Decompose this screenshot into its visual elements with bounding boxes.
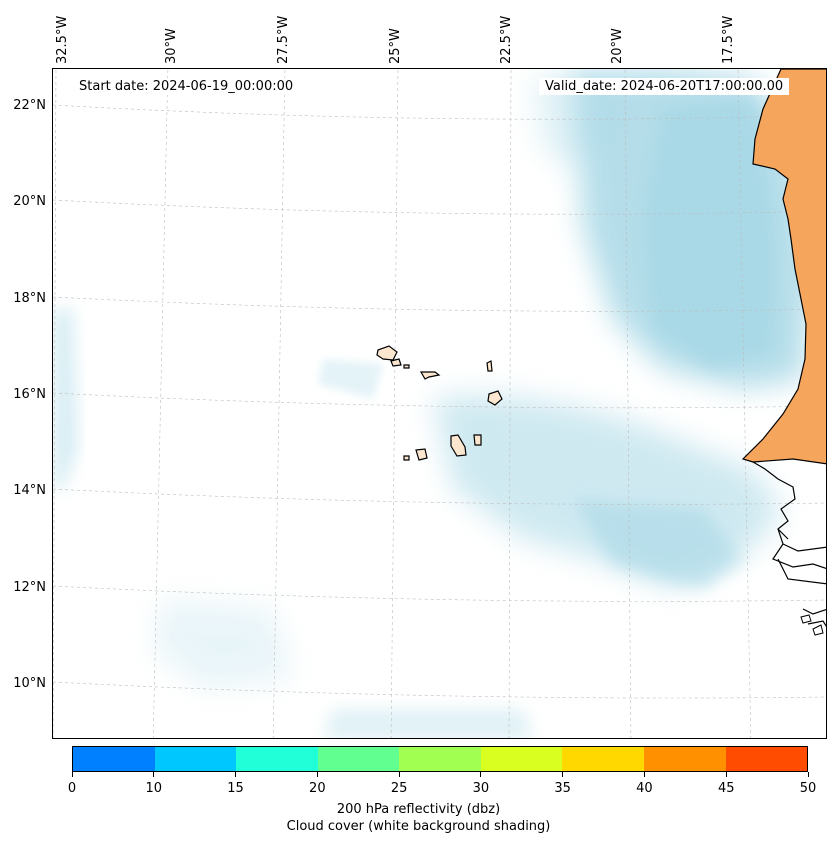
colorbar-tick-label: 40 bbox=[636, 781, 653, 796]
cape-verde-islands bbox=[376, 345, 503, 461]
meridian bbox=[272, 69, 286, 738]
colorbar-tick bbox=[562, 772, 564, 777]
colorbar-tick bbox=[153, 772, 155, 777]
cloud-strip-bottom bbox=[323, 709, 533, 738]
lat-label: 14°N bbox=[13, 483, 46, 498]
meridian bbox=[624, 69, 632, 738]
colorbar-segment bbox=[317, 747, 400, 771]
colorbar-tick bbox=[480, 772, 482, 777]
colorbar-tick-label: 50 bbox=[799, 781, 817, 796]
map-canvas bbox=[53, 69, 826, 738]
parallel bbox=[53, 681, 826, 699]
colorbar-tick bbox=[807, 772, 809, 777]
colorbar-tick bbox=[235, 772, 237, 777]
colorbar-segment bbox=[73, 747, 155, 771]
lat-label: 16°N bbox=[13, 387, 46, 402]
meridian bbox=[390, 69, 399, 738]
lat-label: 12°N bbox=[13, 580, 46, 595]
island-sal bbox=[486, 360, 493, 372]
map-panel bbox=[52, 68, 827, 739]
island-sao-nicolau bbox=[419, 371, 441, 380]
colorbar-tick bbox=[643, 772, 645, 777]
cloud-band-west bbox=[53, 309, 78, 489]
island-boa-vista bbox=[487, 390, 503, 406]
colorbar-tick-label: 45 bbox=[717, 781, 735, 796]
meridian bbox=[508, 69, 512, 738]
lat-label: 10°N bbox=[13, 676, 46, 691]
colorbar-tick-label: 10 bbox=[145, 781, 163, 796]
colorbar-tick bbox=[398, 772, 400, 777]
colorbar-tick-label: 25 bbox=[390, 781, 408, 796]
cloud-cover-shading bbox=[53, 69, 813, 738]
cloud-band-south bbox=[573, 499, 743, 589]
lat-label: 22°N bbox=[13, 98, 46, 113]
colorbar-tick-label: 15 bbox=[227, 781, 244, 796]
valid-date-label: Valid_date: 2024-06-20T17:00:00.00 bbox=[539, 78, 790, 95]
meridian bbox=[737, 69, 752, 738]
colorbar-tick-label: 20 bbox=[309, 781, 326, 796]
cloud-patch-southwest bbox=[153, 599, 293, 689]
lat-label: 20°N bbox=[13, 194, 46, 209]
colorbar-tick bbox=[725, 772, 727, 777]
island-santo-antao bbox=[376, 345, 398, 361]
lon-label: 30°W bbox=[164, 28, 179, 64]
colorbar-segment bbox=[562, 747, 644, 771]
cloud-patch-small bbox=[318, 359, 383, 399]
lat-label: 18°N bbox=[13, 291, 46, 306]
parallel bbox=[53, 585, 826, 602]
colorbar-tick-label: 35 bbox=[554, 781, 571, 796]
colorbar-segment bbox=[643, 747, 726, 771]
island-sao-vicente bbox=[390, 358, 402, 367]
africa-land bbox=[741, 69, 826, 465]
lon-label: 20°W bbox=[610, 28, 625, 64]
colorbar-segment bbox=[480, 747, 563, 771]
cloud-region-northeast-core bbox=[643, 99, 773, 369]
meridian bbox=[53, 69, 57, 738]
bijagos-islands bbox=[800, 614, 824, 636]
colorbar-segment bbox=[154, 747, 237, 771]
island-santiago bbox=[450, 434, 467, 457]
colorbar-segment bbox=[725, 747, 808, 771]
colorbar bbox=[72, 746, 808, 772]
island-brava bbox=[403, 455, 410, 461]
lon-label: 17.5°W bbox=[721, 15, 736, 64]
island-fogo bbox=[415, 448, 428, 461]
colorbar-tick bbox=[71, 772, 73, 777]
colorbar-title: 200 hPa reflectivity (dbz) bbox=[336, 802, 501, 817]
colorbar-subtitle: Cloud cover (white background shading) bbox=[286, 819, 551, 834]
island-santa-luzia bbox=[403, 364, 410, 369]
meridian bbox=[152, 69, 169, 738]
colorbar-tick-label: 0 bbox=[67, 781, 77, 796]
lon-label: 22.5°W bbox=[499, 15, 514, 64]
start-date-label: Start date: 2024-06-19_00:00:00 bbox=[73, 78, 300, 95]
lon-label: 27.5°W bbox=[276, 15, 291, 64]
colorbar-segment bbox=[399, 747, 481, 771]
colorbar-tick bbox=[316, 772, 318, 777]
africa-coastline-south bbox=[752, 461, 826, 627]
colorbar-tick-label: 30 bbox=[472, 781, 490, 796]
lon-label: 32.5°W bbox=[55, 15, 70, 64]
island-maio bbox=[473, 434, 482, 446]
colorbar-segment bbox=[236, 747, 318, 771]
lon-label: 25°W bbox=[388, 28, 403, 64]
graticule bbox=[53, 69, 826, 738]
